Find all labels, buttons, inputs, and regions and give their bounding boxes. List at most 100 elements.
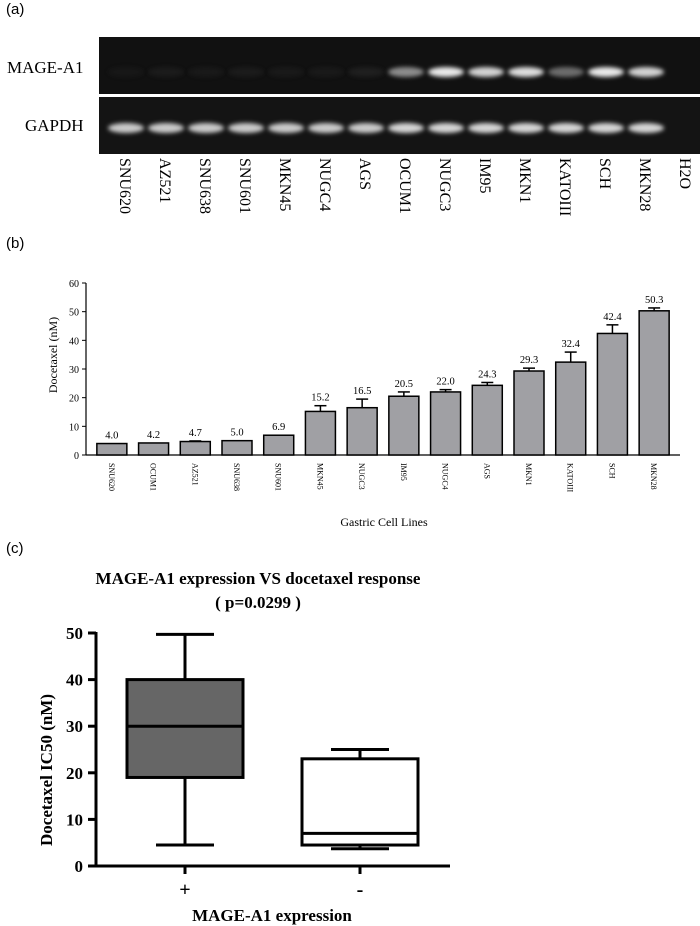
box-plot: MAGE-A1 expression VS docetaxel response… <box>37 569 450 925</box>
bar-chart-ylabel: Docetaxel (nM) <box>46 317 60 393</box>
bar-chart-ytick-label: 30 <box>69 365 79 376</box>
gel-band-gapdh <box>428 123 464 133</box>
box-plot-ytick-label: 40 <box>66 671 83 690</box>
bar-value-label: 29.3 <box>520 355 538 366</box>
bar-chart-ytick-label: 0 <box>74 451 79 462</box>
gel-band-gapdh <box>148 123 184 133</box>
gel-lane-label: H2O <box>676 158 693 189</box>
bar-value-label: 42.4 <box>603 312 622 323</box>
gel-lane-label: IM95 <box>476 158 493 194</box>
panel-label-a: (a) <box>6 1 25 18</box>
box-plot-ytick-label: 50 <box>66 624 83 643</box>
box-plot-subtitle: ( p=0.0299 ) <box>215 593 301 612</box>
bar <box>429 391 462 456</box>
panel-label-c: (c) <box>6 540 24 557</box>
bar-value-label: 6.9 <box>272 422 285 433</box>
gel-lane-label: SNU620 <box>116 158 133 214</box>
bar-value-label: 16.5 <box>353 386 371 397</box>
bar-chart-ytick-label: 20 <box>69 394 79 405</box>
bar <box>137 442 170 456</box>
bar <box>346 406 378 456</box>
bar-category-label: MKN1 <box>524 463 533 486</box>
gel-lane-label: SCH <box>596 158 613 190</box>
gel-image: MAGE-A1 GAPDH SNU620 AZ521 SNU638 SNU601 MKN… <box>7 37 700 216</box>
gel-band-mage <box>108 67 144 77</box>
bar-value-label: 15.2 <box>311 393 329 404</box>
bar-category-label: AGS <box>482 463 491 479</box>
gel-lane-label: AZ521 <box>156 158 173 203</box>
gel-band-mage <box>348 67 384 77</box>
bar-value-label: 4.7 <box>189 428 202 439</box>
gel-band-mage <box>508 67 544 77</box>
gel-lane-label: MKN1 <box>516 158 533 203</box>
bar-category-label: NUGC3 <box>357 463 366 490</box>
gel-band-mage <box>628 67 664 77</box>
bar <box>554 361 587 456</box>
gel-band-mage <box>188 67 224 77</box>
ic50-bar-chart: 0 10 20 30 40 50 60 4.0 SNU620 4.2 OCUM1 4.7 AZ521 5… <box>46 279 680 529</box>
bar <box>513 370 545 456</box>
gel-band-mage <box>268 67 304 77</box>
gel-band-mage <box>228 67 264 77</box>
gel-band-mage <box>428 67 464 77</box>
bar <box>638 310 670 456</box>
gel-band-mage <box>148 67 184 77</box>
gel-row-label-mage: MAGE-A1 <box>7 58 84 77</box>
gel-band-gapdh <box>388 123 424 133</box>
box <box>300 757 420 847</box>
bar-category-label: SNU638 <box>232 463 241 491</box>
bar-category-label: SCH <box>607 463 616 479</box>
gel-lane-label: KATOIII <box>556 158 573 216</box>
bar <box>262 434 295 456</box>
box-plot-ylabel: Docetaxel IC50 (nM) <box>37 694 56 846</box>
bar-category-label: SNU601 <box>274 463 283 491</box>
bar-value-label: 4.0 <box>105 431 118 442</box>
gel-lane-label: SNU638 <box>196 158 213 214</box>
bar <box>471 384 504 456</box>
bar-category-label: NUGC4 <box>441 463 450 490</box>
box-plot-title: MAGE-A1 expression VS docetaxel response <box>96 569 421 588</box>
gel-band-gapdh <box>228 123 264 133</box>
gel-strip-mage <box>99 37 700 94</box>
gel-lane-label: SNU601 <box>236 158 253 214</box>
box-plot-category-label: - <box>357 879 364 901</box>
bar-value-label: 24.3 <box>478 369 496 380</box>
gel-lane-label: AGS <box>356 158 373 190</box>
gel-band-gapdh <box>468 123 504 133</box>
gel-lane-label: NUGC3 <box>436 158 453 211</box>
gel-band-gapdh <box>348 123 384 133</box>
panel-label-b: (b) <box>6 235 25 252</box>
box-plot-ytick-label: 30 <box>66 717 83 736</box>
gel-band-mage <box>588 67 624 77</box>
gel-row-label-gapdh: GAPDH <box>25 116 84 135</box>
bar-value-label: 50.3 <box>645 295 663 306</box>
gel-band-gapdh <box>588 123 624 133</box>
gel-band-gapdh <box>548 123 584 133</box>
bar-category-label: SNU620 <box>107 463 116 491</box>
bar-category-label: MKN45 <box>315 463 324 490</box>
box-plot-ytick-label: 10 <box>66 810 83 829</box>
bar <box>388 395 420 456</box>
bar <box>96 442 128 456</box>
gel-band-gapdh <box>268 123 304 133</box>
bar <box>304 410 337 456</box>
bar <box>179 440 212 456</box>
gel-band-mage <box>548 67 584 77</box>
bar-chart-ytick-label: 60 <box>69 279 79 290</box>
box-plot-category-label: + <box>179 879 190 901</box>
box-plot-ytick-label: 0 <box>75 857 84 876</box>
gel-band-mage <box>468 67 504 77</box>
gel-band-gapdh <box>508 123 544 133</box>
box-plot-ytick-label: 20 <box>66 764 83 783</box>
bar <box>221 439 253 456</box>
gel-lane-label: NUGC4 <box>316 158 333 211</box>
bar <box>596 332 629 456</box>
bar-category-label: OCUM1 <box>149 463 158 491</box>
gel-lane-label: MKN45 <box>276 158 293 211</box>
bar-category-label: MKN28 <box>649 463 658 490</box>
bar-value-label: 20.5 <box>395 379 413 390</box>
gel-band-gapdh <box>628 123 664 133</box>
box <box>125 678 245 779</box>
gel-lane-label: MKN28 <box>636 158 653 211</box>
gel-band-mage <box>388 67 424 77</box>
